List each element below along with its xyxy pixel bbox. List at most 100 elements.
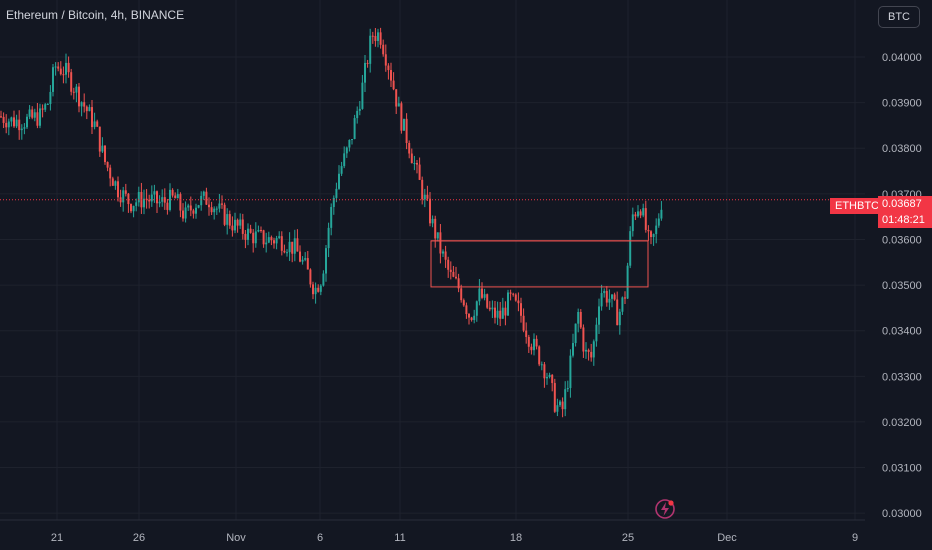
candle-body bbox=[457, 278, 460, 289]
candle-body bbox=[41, 108, 44, 110]
candle-body bbox=[650, 231, 652, 238]
candle-body bbox=[585, 349, 587, 352]
candle-body bbox=[75, 86, 78, 93]
candle-body bbox=[613, 294, 616, 300]
candle-body bbox=[247, 228, 249, 240]
candle-body bbox=[228, 214, 231, 226]
candle-body bbox=[421, 179, 424, 200]
candle-body bbox=[111, 178, 114, 186]
candle-body bbox=[540, 364, 543, 366]
candle-body bbox=[301, 259, 304, 262]
candle-body bbox=[296, 238, 299, 252]
candle-body bbox=[533, 338, 535, 351]
candle-body bbox=[36, 112, 39, 126]
candle-body bbox=[7, 121, 10, 128]
candle-body bbox=[96, 121, 99, 127]
candle-body bbox=[616, 299, 619, 326]
candle-body bbox=[514, 294, 517, 301]
candle-body bbox=[561, 401, 564, 410]
candle-body bbox=[195, 207, 197, 214]
candle-body bbox=[522, 315, 525, 331]
candle-body bbox=[184, 207, 187, 219]
candle-body bbox=[444, 251, 447, 260]
candle-body bbox=[241, 219, 244, 234]
candle-body bbox=[470, 317, 473, 321]
candle-body bbox=[592, 341, 595, 358]
candle-body bbox=[205, 191, 208, 205]
candle-body bbox=[202, 191, 205, 196]
candle-body bbox=[621, 297, 624, 312]
x-tick-label: 21 bbox=[51, 532, 63, 544]
candle-body bbox=[416, 162, 418, 165]
candle-body bbox=[135, 202, 138, 206]
candle-body bbox=[436, 232, 439, 239]
candle-body bbox=[494, 307, 496, 318]
candle-body bbox=[49, 91, 52, 104]
candle-body bbox=[291, 241, 294, 254]
candle-body bbox=[91, 107, 93, 128]
candle-body bbox=[499, 310, 502, 319]
candle-body bbox=[647, 229, 650, 232]
candle-body bbox=[62, 74, 65, 76]
last-price-tag: 0.03687 01:48:21 bbox=[878, 196, 932, 228]
candle-body bbox=[72, 91, 75, 93]
candle-body bbox=[101, 145, 104, 152]
candle-body bbox=[629, 231, 632, 266]
x-tick-label: 6 bbox=[317, 532, 323, 544]
y-tick-label: 0.03400 bbox=[882, 326, 922, 338]
candle-body bbox=[132, 205, 135, 212]
candle-body bbox=[338, 173, 340, 189]
candle-body bbox=[377, 32, 379, 41]
candle-body bbox=[153, 191, 156, 195]
candle-body bbox=[57, 66, 60, 69]
y-tick-label: 0.03900 bbox=[882, 98, 922, 110]
candle-body bbox=[468, 313, 470, 318]
candle-body bbox=[319, 285, 322, 292]
candle-body bbox=[78, 86, 80, 107]
candle-body bbox=[54, 66, 57, 68]
y-tick-label: 0.03000 bbox=[882, 508, 922, 520]
candle-body bbox=[88, 107, 91, 112]
candle-body bbox=[210, 207, 213, 213]
candle-body bbox=[395, 89, 398, 107]
candle-body bbox=[28, 109, 31, 117]
candle-body bbox=[639, 211, 642, 216]
lightning-icon[interactable] bbox=[654, 498, 676, 520]
candle-body bbox=[127, 193, 130, 205]
y-tick-label: 0.04000 bbox=[882, 52, 922, 64]
candle-body bbox=[150, 194, 153, 202]
candle-body bbox=[439, 232, 442, 254]
candle-body bbox=[182, 210, 184, 219]
candle-body bbox=[657, 218, 660, 226]
candle-body bbox=[655, 225, 658, 235]
candle-body bbox=[366, 62, 369, 64]
candle-body bbox=[59, 68, 62, 75]
candle-body bbox=[213, 208, 216, 213]
candle-body bbox=[559, 401, 561, 406]
candle-body bbox=[236, 219, 239, 226]
candle-body bbox=[491, 307, 494, 310]
candle-body bbox=[187, 205, 190, 208]
candle-body bbox=[166, 202, 169, 210]
candle-body bbox=[231, 225, 234, 231]
candle-body bbox=[221, 203, 223, 205]
candle-body bbox=[148, 199, 151, 202]
candle-body bbox=[455, 276, 457, 279]
candle-body bbox=[20, 128, 23, 131]
currency-button[interactable]: BTC bbox=[878, 6, 920, 28]
candle-body bbox=[556, 405, 559, 412]
candle-body bbox=[267, 237, 270, 243]
candle-body bbox=[15, 119, 18, 127]
candle-body bbox=[405, 118, 408, 143]
candle-body bbox=[447, 259, 450, 270]
candle-body bbox=[257, 229, 260, 232]
candle-body bbox=[434, 218, 437, 239]
candle-body bbox=[418, 164, 421, 180]
candle-body bbox=[39, 108, 41, 126]
candle-body bbox=[314, 287, 317, 295]
candle-body bbox=[325, 248, 327, 274]
candle-body bbox=[52, 67, 54, 92]
candle-body bbox=[215, 208, 218, 210]
candle-body bbox=[44, 104, 47, 110]
